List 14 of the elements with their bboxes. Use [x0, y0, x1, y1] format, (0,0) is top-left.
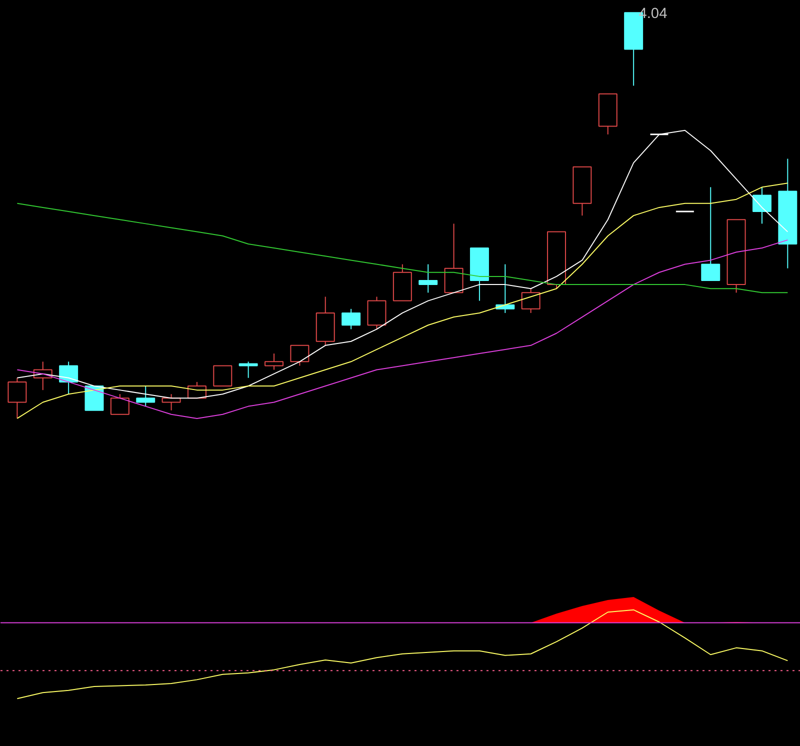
annotation: 4.04: [638, 6, 668, 22]
candlestick: [8, 377, 27, 419]
candlestick: [752, 186, 772, 224]
candlestick: [521, 288, 540, 314]
candlestick: [213, 365, 232, 387]
candlestick: [110, 394, 130, 415]
candlestick: [59, 361, 78, 395]
candlestick: [136, 386, 156, 407]
candlestick: [342, 308, 361, 330]
candlestick: [264, 353, 284, 370]
candlestick: [418, 264, 438, 294]
candlestick: [290, 344, 310, 366]
candlestick: [238, 361, 258, 378]
candlestick: [701, 186, 720, 281]
